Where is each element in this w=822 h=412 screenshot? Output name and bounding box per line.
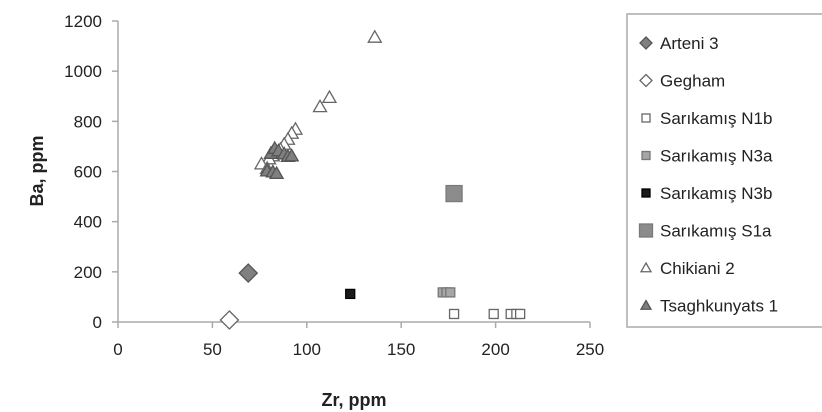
legend-label: Arteni 3 [660,34,719,53]
data-point [345,288,356,300]
y-tick-label: 200 [74,263,102,282]
y-tick-label: 800 [74,112,102,131]
legend: Arteni 3 Gegham Sarıkamış N1b Sarıkamış N3a… [626,13,822,328]
x-axis-title: Zr, ppm [321,390,386,410]
plot-area: 0 50 100 150 200 250 0 200 400 600 800 1000 1200 [64,12,604,359]
legend-marker [638,223,654,238]
x-tick-label: 200 [481,340,509,359]
y-tick-label: 400 [74,213,102,232]
x-tick-label: 150 [387,340,415,359]
legend-box [626,13,822,328]
x-tick-label: 250 [576,340,604,359]
y-axis-title: Ba, ppm [27,135,47,206]
data-point [284,148,300,162]
legend-marker [641,188,651,198]
data-point [367,29,383,43]
legend-label: Sarıkamış S1a [660,222,772,241]
legend-label: Gegham [660,72,725,91]
legend-marker [639,261,653,273]
data-point [488,308,499,320]
data-point [514,308,526,320]
data-point [238,263,259,284]
data-point [321,89,338,104]
legend-label: Chikiani 2 [660,259,735,278]
legend-label: Tsaghkunyats 1 [660,297,778,316]
x-axis-ticks: 0 50 100 150 200 250 [113,322,604,359]
data-points [219,29,526,330]
x-tick-label: 50 [203,340,222,359]
y-tick-label: 1200 [64,12,102,31]
data-point [445,287,456,298]
legend-marker [639,73,653,88]
y-tick-label: 1000 [64,62,102,81]
data-point [312,98,328,113]
y-axis-ticks: 0 200 400 600 800 1000 1200 [64,12,118,332]
legend-marker [639,299,653,310]
legend-label: Sarıkamış N3a [660,147,773,166]
legend-label: Sarıkamış N1b [660,109,772,128]
legend-marker [641,150,651,161]
x-tick-label: 100 [293,340,321,359]
data-point [445,184,463,203]
legend-marker [641,113,651,123]
y-tick-label: 600 [74,163,102,182]
x-tick-label: 0 [113,340,122,359]
y-tick-label: 0 [93,313,102,332]
legend-marker [639,36,653,50]
legend-label: Sarıkamış N3b [660,184,772,203]
data-point [219,310,240,330]
data-point [448,308,460,320]
data-point [268,165,285,180]
